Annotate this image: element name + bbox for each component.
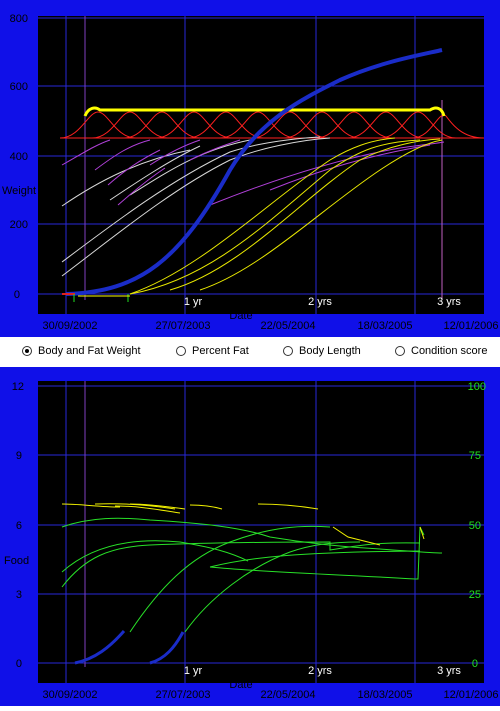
food-grid (38, 381, 484, 683)
food-date-ticks: 30/09/2002 27/07/2003 22/05/2004 18/03/2… (42, 689, 498, 701)
display-mode-radio-group: Body and Fat Weight Percent Fat Body Len… (0, 343, 500, 363)
y-tick-label-right: 25 (469, 589, 481, 601)
weight-yellow-curves (129, 137, 443, 295)
weight-y-axis-label: Weight (2, 185, 36, 197)
food-chart-panel: 12 9 6 3 0 Food 100 75 50 25 0 1 yr 2 yr… (0, 367, 500, 706)
age-tick-label: 1 yr (184, 296, 203, 308)
radio-label: Body and Fat Weight (38, 345, 141, 357)
y-tick-label: 600 (10, 81, 28, 93)
weight-red-curves (59, 111, 485, 139)
weight-white-curves (61, 136, 331, 277)
y-tick-label: 800 (10, 13, 28, 25)
y-tick-label: 400 (10, 151, 28, 163)
weight-chart-panel: 800 600 400 200 0 Weight 1 yr 2 yrs 3 yr… (0, 0, 500, 337)
date-tick-label: 30/09/2002 (42, 320, 97, 332)
date-tick-label: 18/03/2005 (357, 689, 412, 701)
weight-blue-curve (65, 48, 443, 296)
date-tick-label: 30/09/2002 (42, 689, 97, 701)
weight-plot-area (38, 16, 484, 314)
food-yellow-spike (332, 526, 381, 546)
y-tick-label: 12 (12, 381, 24, 393)
weight-y-ticks: 800 600 400 200 0 (10, 13, 28, 301)
date-tick-label: 12/01/2006 (443, 320, 498, 332)
y-tick-label: 3 (16, 589, 22, 601)
radio-body-fat-weight[interactable]: Body and Fat Weight (22, 345, 141, 357)
y-tick-label: 0 (16, 658, 22, 670)
radio-label: Percent Fat (192, 345, 249, 357)
age-tick-label: 1 yr (184, 665, 203, 677)
y-tick-label-right: 75 (469, 450, 481, 462)
radio-percent-fat[interactable]: Percent Fat (176, 345, 249, 357)
weight-grid (38, 16, 484, 314)
weight-x-axis-label: Date (229, 310, 252, 322)
weight-chart: 800 600 400 200 0 Weight 1 yr 2 yrs 3 yr… (2, 13, 499, 332)
weight-yellow-band (83, 106, 446, 117)
food-y-ticks-right: 100 75 50 25 0 (468, 381, 486, 670)
age-tick-label: 3 yrs (437, 296, 461, 308)
radio-body-length[interactable]: Body Length (283, 345, 361, 357)
food-blue-curves (74, 630, 185, 665)
y-tick-label: 0 (14, 289, 20, 301)
food-yellow-curves (61, 503, 319, 514)
food-x-axis-label: Date (229, 679, 252, 691)
y-tick-label-right: 0 (472, 658, 478, 670)
radio-label: Body Length (299, 345, 361, 357)
y-tick-label: 6 (16, 520, 22, 532)
date-tick-label: 27/07/2003 (155, 689, 210, 701)
radio-button-icon[interactable] (283, 346, 293, 356)
weight-age-ticks: 1 yr 2 yrs 3 yrs (184, 296, 462, 308)
radio-condition-score[interactable]: Condition score (395, 345, 487, 357)
food-y-axis-label: Food (4, 555, 29, 567)
food-yellow-spike (419, 526, 425, 540)
date-tick-label: 22/05/2004 (260, 689, 315, 701)
food-green-curves (61, 517, 443, 633)
y-tick-label-right: 50 (469, 520, 481, 532)
y-tick-label: 9 (16, 450, 22, 462)
y-tick-label: 200 (10, 219, 28, 231)
food-age-ticks: 1 yr 2 yrs 3 yrs (184, 665, 462, 677)
radio-label: Condition score (411, 345, 488, 357)
age-tick-label: 2 yrs (308, 665, 332, 677)
weight-date-ticks: 30/09/2002 27/07/2003 22/05/2004 18/03/2… (42, 320, 498, 332)
y-tick-label-right: 100 (468, 381, 486, 393)
food-chart: 12 9 6 3 0 Food 100 75 50 25 0 1 yr 2 yr… (4, 381, 499, 701)
weight-purple-curves (61, 139, 445, 206)
radio-button-icon[interactable] (395, 346, 405, 356)
date-tick-label: 22/05/2004 (260, 320, 315, 332)
date-tick-label: 12/01/2006 (443, 689, 498, 701)
date-tick-label: 27/07/2003 (155, 320, 210, 332)
food-y-ticks-left: 12 9 6 3 0 (12, 381, 24, 670)
radio-button-icon[interactable] (176, 346, 186, 356)
date-tick-label: 18/03/2005 (357, 320, 412, 332)
weight-baseline-markers (62, 293, 130, 302)
age-tick-label: 2 yrs (308, 296, 332, 308)
radio-button-icon[interactable] (22, 346, 32, 356)
age-tick-label: 3 yrs (437, 665, 461, 677)
